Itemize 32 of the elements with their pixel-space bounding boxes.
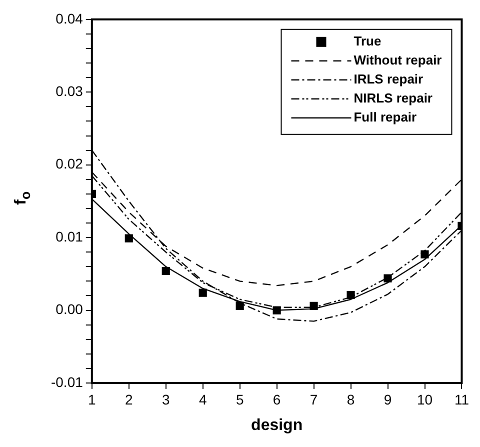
- legend-label: Full repair: [354, 109, 417, 124]
- y-tick-label: 0.02: [56, 156, 84, 172]
- x-tick-label: 3: [162, 391, 170, 408]
- x-tick-label: 6: [272, 391, 281, 408]
- x-tick-label: 7: [310, 391, 318, 408]
- y-tick-label: 0.01: [56, 228, 84, 244]
- x-tick-label: 4: [198, 391, 207, 408]
- point: [310, 302, 318, 310]
- legend-label: IRLS repair: [354, 71, 424, 86]
- point: [346, 290, 355, 300]
- legend-label: NIRLS repair: [354, 90, 432, 106]
- x-tick-label: 8: [346, 391, 355, 408]
- y-tick-label: -0.01: [50, 374, 84, 390]
- point: [236, 302, 244, 310]
- point: [198, 288, 207, 297]
- y-tick-label: 0.04: [56, 10, 84, 26]
- point: [162, 266, 170, 276]
- point: [272, 306, 281, 314]
- y-tick-label: 0.00: [56, 301, 84, 318]
- legend-label: True: [354, 33, 382, 48]
- x-tick-label: 5: [236, 391, 244, 408]
- y-tick-label: 0.03: [56, 82, 84, 99]
- point: [124, 234, 133, 242]
- x-tick-label: 9: [384, 391, 392, 408]
- x-tick-label: 2: [124, 391, 133, 408]
- x-axis-title: design: [251, 416, 303, 434]
- x-tick-label: 10: [416, 391, 433, 408]
- x-tick-label: 1: [88, 391, 96, 408]
- x-tick-label: 11: [454, 391, 470, 408]
- legend-label: Without repair: [354, 52, 442, 68]
- point: [384, 274, 392, 282]
- point: [420, 250, 429, 258]
